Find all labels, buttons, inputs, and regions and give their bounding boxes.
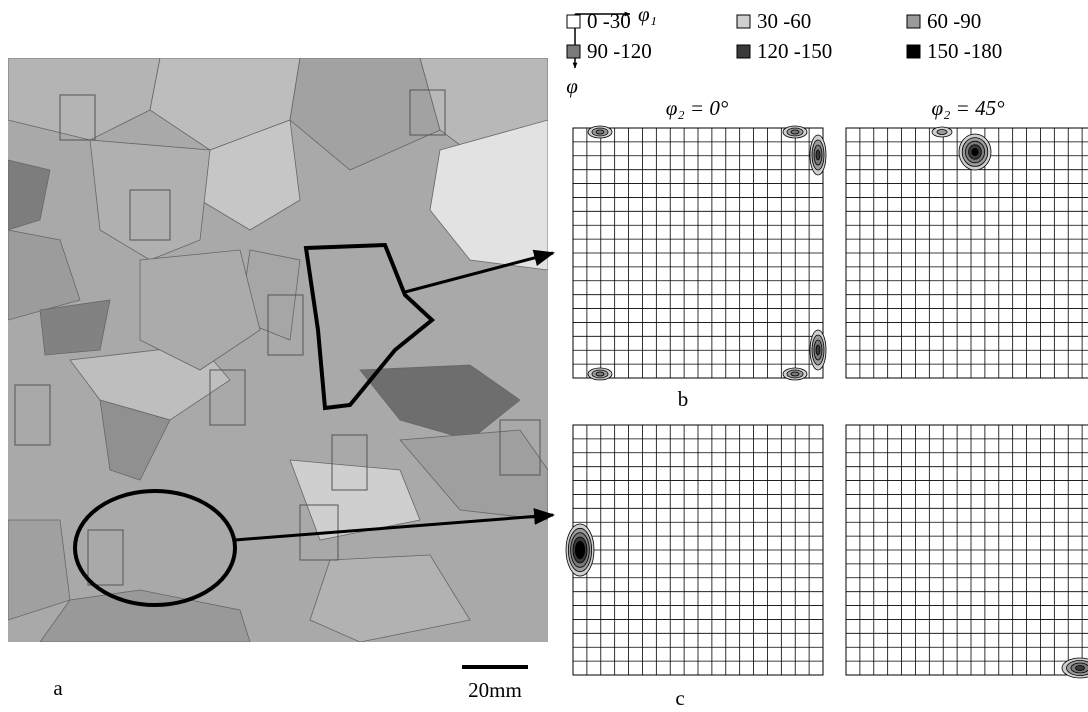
odf-sections — [566, 126, 1088, 678]
legend: 0 -30 30 -60 60 -90 90 -120 120 -150 150 -180 — [567, 9, 1002, 63]
legend-label: 150 -180 — [927, 39, 1002, 63]
contour — [937, 130, 947, 135]
contour — [791, 372, 799, 376]
contour — [596, 372, 604, 376]
panel-label: a — [53, 676, 63, 700]
scale-label: 20mm — [468, 678, 522, 702]
legend-label: 0 -30 — [587, 9, 631, 33]
panel-label: c — [675, 686, 684, 710]
panel-label: b — [678, 387, 689, 411]
legend-swatch — [907, 45, 920, 58]
micrograph — [8, 58, 548, 642]
figure: 20mm a b c φ₁ φ φ₂ = 0° φ₂ = 45° 0 -30 30… — [0, 0, 1088, 712]
legend-swatch — [737, 15, 750, 28]
axis-label: φ₁ — [638, 2, 657, 26]
legend-swatch — [907, 15, 920, 28]
contour — [791, 130, 799, 134]
legend-swatch — [737, 45, 750, 58]
contour — [596, 130, 604, 134]
section-title: φ₂ = 45° — [932, 96, 1006, 120]
legend-label: 30 -60 — [757, 9, 811, 33]
legend-swatch — [567, 15, 580, 28]
axis-label: φ — [566, 74, 578, 98]
contour — [816, 150, 820, 160]
legend-swatch — [567, 45, 580, 58]
legend-label: 90 -120 — [587, 39, 652, 63]
legend-label: 120 -150 — [757, 39, 832, 63]
legend-label: 60 -90 — [927, 9, 981, 33]
contour — [578, 546, 583, 555]
contour — [972, 148, 978, 155]
section-title: φ₂ = 0° — [666, 96, 729, 120]
contour — [816, 345, 820, 355]
contour — [1076, 666, 1085, 671]
